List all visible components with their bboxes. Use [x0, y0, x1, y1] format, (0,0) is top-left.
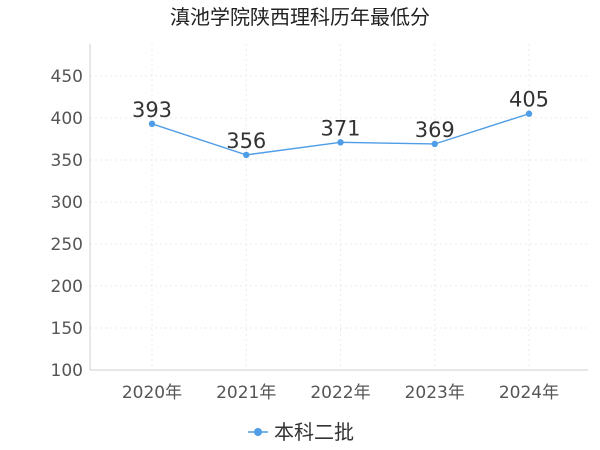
- legend-label: 本科二批: [274, 420, 354, 444]
- series-layer: [148, 110, 533, 159]
- y-tick-label: 300: [51, 193, 83, 213]
- legend[interactable]: 本科二批: [248, 420, 354, 444]
- y-axis-ticks: 100 150 200 250 300 350 400 450: [51, 67, 83, 381]
- y-tick-label: 250: [51, 235, 83, 255]
- chart-title: 滇池学院陕西理科历年最低分: [170, 5, 430, 29]
- x-tick-label: 2022年: [310, 383, 370, 403]
- y-tick-label: 200: [51, 277, 83, 297]
- data-label: 371: [320, 116, 360, 140]
- x-tick-label: 2021年: [216, 383, 276, 403]
- data-label: 393: [132, 98, 172, 122]
- data-point[interactable]: [148, 120, 156, 128]
- x-tick-label: 2020年: [122, 383, 182, 403]
- data-label: 405: [509, 88, 549, 112]
- y-tick-label: 350: [51, 151, 83, 171]
- x-tick-label: 2024年: [499, 383, 559, 403]
- data-label: 356: [226, 129, 266, 153]
- data-label: 369: [415, 118, 455, 142]
- axes: [89, 44, 588, 371]
- y-tick-label: 100: [51, 361, 83, 381]
- legend-marker-dot: [254, 428, 262, 436]
- y-tick-label: 400: [51, 109, 83, 129]
- grid: [90, 44, 588, 370]
- x-axis-ticks: 2020年 2021年 2022年 2023年 2024年: [122, 383, 559, 403]
- data-point[interactable]: [431, 140, 438, 148]
- data-point[interactable]: [525, 110, 533, 117]
- y-tick-label: 450: [51, 67, 83, 87]
- data-point[interactable]: [337, 139, 344, 146]
- data-labels: 393 356 371 369 405: [132, 88, 549, 153]
- data-point[interactable]: [243, 151, 250, 159]
- x-tick-label: 2023年: [405, 383, 465, 403]
- y-tick-label: 150: [51, 319, 83, 339]
